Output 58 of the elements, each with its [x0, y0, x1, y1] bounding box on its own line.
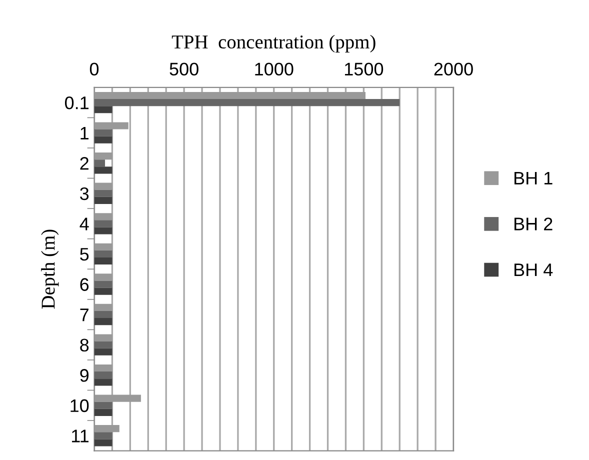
legend-label: BH 2 [514, 218, 552, 230]
bar [94, 136, 112, 144]
bar [94, 250, 112, 258]
y-tick-label: 10 [70, 399, 89, 412]
x-tick-label: 1500 [345, 62, 384, 76]
bar [94, 190, 112, 197]
bar [94, 432, 112, 440]
bar [94, 378, 112, 386]
x-tick-label: 2000 [434, 62, 473, 76]
bar [94, 318, 112, 326]
bar [94, 213, 112, 220]
bar [94, 310, 112, 318]
y-tick-label: 8 [80, 338, 89, 352]
bar [94, 394, 141, 402]
legend-label: BH 4 [514, 264, 553, 276]
y-tick-label: 4 [80, 218, 89, 230]
x-axis-title: TPH concentration (ppm) [172, 34, 376, 52]
bar [94, 227, 112, 234]
bar [94, 152, 112, 160]
y-tick-label: 1 [80, 126, 88, 140]
bar [94, 196, 112, 204]
bar [94, 439, 112, 446]
bar [94, 243, 112, 250]
bar [94, 182, 112, 190]
bar [94, 274, 112, 281]
bar [94, 92, 366, 100]
y-tick-label: 6 [80, 278, 89, 291]
bar [94, 106, 112, 114]
y-tick-label: 2 [80, 157, 88, 170]
bar [94, 364, 112, 372]
bar [94, 425, 120, 432]
bar [94, 334, 112, 342]
bar [94, 402, 112, 409]
bar [94, 280, 112, 288]
bar [94, 166, 112, 174]
bar [94, 348, 112, 356]
x-tick-label: 0 [90, 62, 99, 76]
y-tick-label: 3 [80, 187, 89, 200]
bar [94, 160, 106, 167]
bar [94, 122, 128, 130]
bar [94, 257, 112, 265]
bar [94, 220, 112, 228]
x-tick-label: 1000 [255, 62, 294, 76]
y-tick-label: 0.1 [64, 96, 88, 110]
bar [94, 408, 112, 416]
y-tick-label: 5 [80, 248, 89, 261]
y-tick-label: 9 [80, 369, 89, 382]
bar [94, 288, 112, 295]
bar [94, 341, 112, 348]
y-tick-label: 7 [80, 308, 88, 322]
x-tick-label: 500 [170, 62, 198, 76]
y-axis-title: Depth (m) [41, 230, 59, 309]
bar [94, 372, 112, 379]
bar [94, 304, 112, 311]
y-tick-label: 11 [72, 430, 88, 442]
bar [94, 129, 112, 136]
bar [94, 99, 400, 106]
legend-label: BH 1 [514, 172, 552, 184]
